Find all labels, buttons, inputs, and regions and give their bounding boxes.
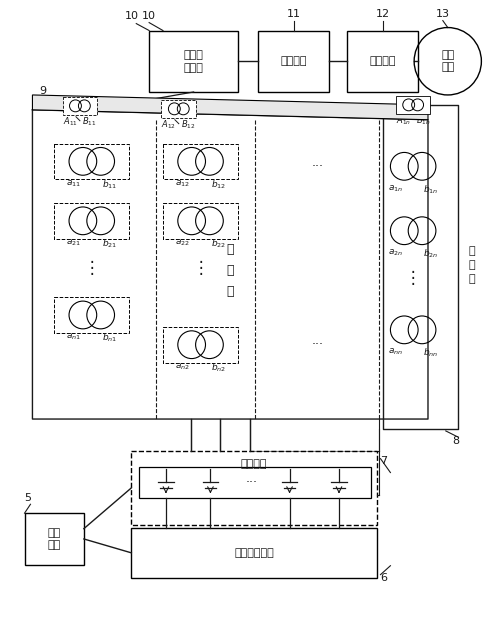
Text: $B_{1n}$: $B_{1n}$ [416, 115, 431, 127]
Text: $a_{12}$: $a_{12}$ [175, 178, 190, 188]
Text: 整流电路: 整流电路 [369, 56, 396, 66]
Text: $B_{11}$: $B_{11}$ [82, 116, 97, 129]
Text: $A_{12}$: $A_{12}$ [161, 119, 177, 131]
Text: $A_{11}$: $A_{11}$ [62, 116, 77, 129]
Bar [149, 31, 238, 92]
Bar [24, 513, 84, 565]
Text: $a_{1n}$: $a_{1n}$ [388, 183, 403, 193]
Text: $b_{2n}$: $b_{2n}$ [423, 248, 439, 260]
Bar [396, 96, 431, 114]
Text: 发
送
纸: 发 送 纸 [227, 243, 234, 298]
Text: ⋮: ⋮ [192, 260, 209, 278]
Text: 驱动电路: 驱动电路 [241, 459, 267, 469]
Text: 5: 5 [24, 494, 31, 504]
Text: 12: 12 [375, 9, 390, 19]
Text: $b_{12}$: $b_{12}$ [211, 178, 226, 191]
Bar [162, 100, 196, 118]
Bar [54, 297, 129, 333]
Text: 9: 9 [39, 86, 46, 96]
Bar [139, 467, 371, 499]
Bar [347, 31, 418, 92]
Text: 13: 13 [436, 9, 450, 19]
Text: $b_{nn}$: $b_{nn}$ [423, 347, 439, 359]
Text: $b_{21}$: $b_{21}$ [102, 238, 117, 250]
Text: $b_{n2}$: $b_{n2}$ [211, 361, 226, 374]
Text: 合并单元: 合并单元 [280, 56, 307, 66]
Text: 11: 11 [286, 9, 300, 19]
Text: 8: 8 [453, 436, 460, 446]
Text: $a_{21}$: $a_{21}$ [66, 238, 81, 248]
Text: $b_{n1}$: $b_{n1}$ [102, 332, 117, 344]
Bar [163, 327, 238, 363]
Text: 接
收
纸: 接 收 纸 [468, 246, 475, 285]
Text: $b_{1n}$: $b_{1n}$ [423, 183, 439, 196]
Text: $A_{1n}$: $A_{1n}$ [396, 115, 411, 127]
Bar [62, 97, 97, 115]
Text: $a_{2n}$: $a_{2n}$ [388, 248, 403, 258]
Bar [163, 203, 238, 238]
Text: $B_{12}$: $B_{12}$ [181, 119, 196, 131]
Text: 信号解
调模块: 信号解 调模块 [184, 50, 204, 73]
Text: $a_{n2}$: $a_{n2}$ [175, 361, 190, 372]
Bar [258, 31, 329, 92]
Text: ⋮: ⋮ [405, 270, 422, 287]
Text: 人工
心脏: 人工 心脏 [441, 50, 455, 72]
Bar [131, 451, 377, 525]
Bar [131, 528, 377, 578]
Text: ···: ··· [288, 102, 300, 115]
Text: ···: ··· [246, 476, 258, 489]
Text: ⋮: ⋮ [83, 260, 100, 278]
Text: $b_{22}$: $b_{22}$ [211, 238, 226, 250]
Text: 信号控制模块: 信号控制模块 [234, 548, 274, 558]
Text: $a_{n1}$: $a_{n1}$ [66, 332, 81, 343]
Bar [54, 144, 129, 179]
Text: 7: 7 [381, 456, 388, 466]
Text: 10: 10 [142, 11, 156, 21]
Text: $a_{22}$: $a_{22}$ [175, 238, 190, 248]
Text: $a_{nn}$: $a_{nn}$ [388, 347, 403, 357]
Bar [163, 144, 238, 179]
Text: 6: 6 [381, 573, 388, 583]
Polygon shape [32, 95, 428, 120]
Text: $b_{11}$: $b_{11}$ [102, 178, 117, 191]
Text: ···: ··· [311, 160, 323, 173]
Text: 10: 10 [124, 11, 138, 21]
Text: $a_{11}$: $a_{11}$ [66, 178, 81, 188]
Bar [54, 203, 129, 238]
Text: 电源
模块: 电源 模块 [47, 528, 61, 550]
Text: ···: ··· [311, 338, 323, 351]
